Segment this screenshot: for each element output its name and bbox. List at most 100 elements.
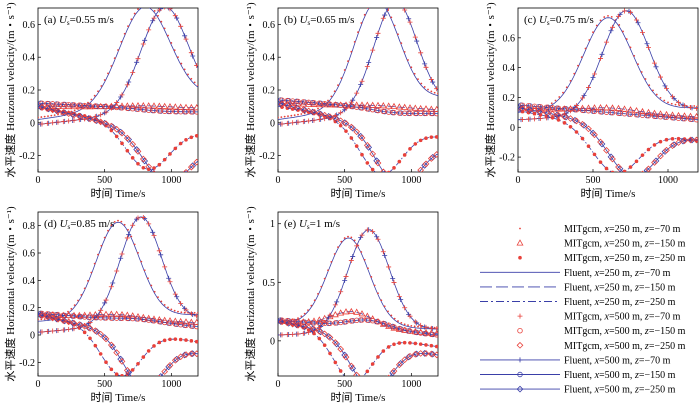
x-tick-label: 1000	[401, 379, 421, 390]
mitgcm-x250-z-70-marker	[360, 22, 363, 24]
mitgcm-x250-z-70-marker	[655, 93, 658, 96]
mitgcm-x500-z-70-marker	[284, 332, 290, 338]
mitgcm-x500-z-150-marker	[651, 113, 658, 119]
mitgcm-x500-z-70-marker	[380, 249, 386, 255]
mitgcm-x500-z-150-marker	[407, 110, 413, 117]
mitgcm-x250-z-70-marker	[427, 88, 429, 91]
mitgcm-x500-z-150-marker	[289, 318, 296, 324]
mitgcm-x250-z-250-marker	[429, 135, 434, 139]
mitgcm-x500-z-150-marker	[311, 100, 317, 106]
legend-x-symbol: x	[604, 326, 610, 337]
mitgcm-x500-z-70-marker	[316, 117, 322, 123]
mitgcm-x500-z-70-marker	[520, 117, 525, 123]
mitgcm-x500-z-150-marker	[188, 109, 195, 115]
x-tick-label: 0	[36, 379, 41, 390]
mitgcm-x500-z-70-marker	[55, 119, 61, 125]
fluent-x500-z-250-marker	[421, 161, 429, 169]
legend-x-symbol: x	[604, 253, 610, 264]
fluent-x500-z-70-marker	[422, 61, 428, 67]
mitgcm-x500-z-150-marker	[675, 115, 682, 121]
mitgcm-x500-z-250-marker	[427, 350, 435, 358]
mitgcm-x500-z-70-marker	[39, 329, 45, 335]
mitgcm-x500-z-250-marker	[299, 323, 307, 330]
fluent-x500-z-250-marker	[405, 353, 413, 361]
mitgcm-x500-z-70-marker	[592, 71, 597, 77]
legend-entry: MITgcm, x=500 m, z=−250 m	[564, 341, 686, 352]
mitgcm-x500-z-70-marker	[402, 305, 408, 311]
mitgcm-x500-z-250-marker	[59, 109, 67, 116]
mitgcm-x500-z-150-marker	[531, 103, 538, 109]
fluent-x500-z-250-marker	[53, 315, 61, 323]
mitgcm-x250-z-70-marker	[569, 80, 572, 82]
plot-area	[518, 8, 698, 180]
mitgcm-x500-z-250-marker	[597, 138, 604, 146]
mitgcm-x250-z-70-marker	[330, 260, 333, 263]
fluent-x500-z-70-marker	[390, 276, 396, 282]
mitgcm-x500-z-250-marker	[687, 136, 694, 144]
mitgcm-x250-z-70-marker	[433, 91, 436, 94]
legend-x-symbol: x	[604, 312, 610, 323]
legend-source: MITgcm,	[564, 341, 605, 352]
mitgcm-x500-z-250-marker	[628, 174, 634, 180]
mitgcm-x250-z-250-marker	[676, 136, 681, 141]
mitgcm-x250-z-70-marker	[297, 317, 299, 320]
mitgcm-x500-z-70-marker	[526, 116, 531, 122]
mitgcm-x500-z-150-marker	[433, 110, 438, 117]
mitgcm-x500-z-250-marker	[381, 381, 387, 387]
fluent-x500-z-250-marker	[365, 144, 373, 151]
mitgcm-x500-z-70-marker	[60, 119, 66, 125]
legend-entry: Fluent, x=500 m, z=−150 m	[564, 370, 676, 381]
fluent-x500-z-250-marker	[688, 136, 696, 144]
mitgcm-x250-z-250-marker	[568, 124, 573, 129]
fluent-x500-z-70-marker	[150, 229, 156, 235]
fluent-x500-z-250-marker	[526, 106, 534, 114]
mitgcm-x500-z-250-marker	[353, 371, 361, 376]
mitgcm-x250-z-70-marker	[193, 81, 196, 84]
mitgcm-x500-z-250-marker	[283, 102, 291, 109]
fluent-x500-z-70-marker	[644, 41, 650, 47]
mitgcm-x250-z-150-marker	[543, 105, 550, 112]
mitgcm-x250-z-70-marker	[383, 305, 386, 308]
mitgcm-x250-z-70-marker	[622, 30, 624, 33]
mitgcm-x250-z-70-marker	[197, 84, 198, 87]
mitgcm-x250-z-70-marker	[180, 311, 183, 314]
mitgcm-x500-z-70-marker	[140, 41, 146, 47]
mitgcm-x500-z-70-marker	[167, 8, 173, 12]
mitgcm-x500-z-150-marker	[316, 320, 323, 326]
mitgcm-x250-z-70-marker	[310, 304, 313, 307]
mitgcm-x500-z-70-marker	[194, 62, 198, 68]
mitgcm-x250-z-250-marker	[125, 148, 130, 153]
mitgcm-x500-z-70-marker	[634, 17, 639, 23]
chart-panel: 0 500 1000 -0.2 0 0.2 0.4 0.6 时间 Time/s 水平速度 Hori…	[243, 2, 439, 200]
legend-x-value: =500 m,	[599, 355, 635, 366]
mitgcm-x500-z-250-marker	[603, 146, 610, 154]
mitgcm-x500-z-70-marker	[290, 120, 296, 126]
mitgcm-x500-z-70-marker	[343, 273, 349, 279]
mitgcm-x500-z-250-marker	[537, 108, 544, 116]
mitgcm-x250-z-150-marker	[379, 102, 387, 109]
mitgcm-x500-z-150-marker	[380, 320, 387, 327]
mitgcm-x250-z-150-marker	[651, 109, 658, 116]
y-tick-label: 0.8	[23, 221, 36, 232]
mitgcm-x250-z-70-marker	[659, 97, 662, 99]
mitgcm-x500-z-250-marker	[70, 111, 78, 119]
plot-area	[38, 8, 198, 172]
mitgcm-x500-z-70-marker	[646, 45, 651, 51]
mitgcm-x250-z-70-marker	[177, 310, 179, 313]
mitgcm-x250-z-250-marker	[184, 338, 188, 342]
mitgcm-x500-z-70-marker	[114, 100, 120, 106]
fluent-x500-z-250-marker	[333, 115, 341, 123]
mitgcm-x500-z-250-marker	[326, 113, 334, 121]
mitgcm-x500-z-250-marker	[651, 159, 658, 166]
mitgcm-x250-z-70-marker	[384, 4, 386, 6]
mitgcm-x500-z-150-marker	[343, 103, 349, 109]
mitgcm-x250-z-70-marker	[77, 299, 79, 302]
mitgcm-x250-z-70-marker	[554, 99, 557, 102]
mitgcm-x250-z-70-marker	[163, 27, 166, 30]
legend-x-value: =500 m,	[599, 385, 635, 396]
mitgcm-x500-z-70-marker	[586, 84, 591, 90]
y-axis-label: 水平速度 Horizontal velocity/(m・s⁻¹)	[3, 2, 17, 178]
mitgcm-x500-z-250-marker	[81, 114, 89, 121]
fluent-x500-z-250-marker	[626, 173, 632, 179]
x-tick-label: 500	[97, 175, 112, 186]
